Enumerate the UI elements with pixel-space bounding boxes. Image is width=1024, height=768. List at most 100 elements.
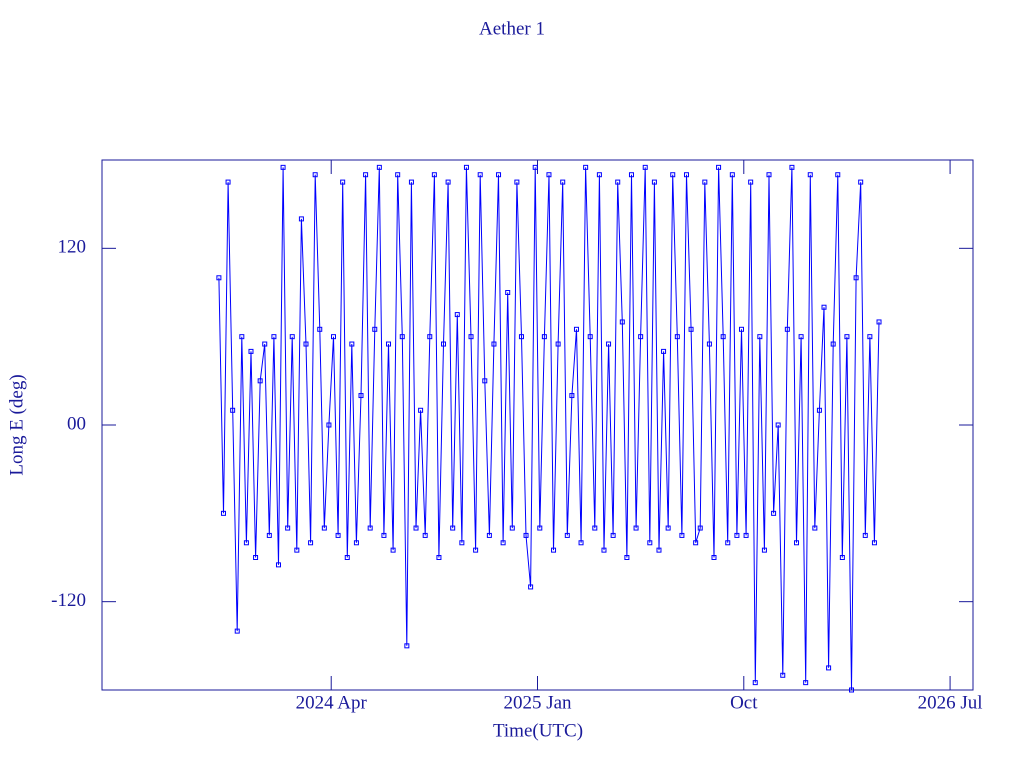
data-point (427, 334, 433, 340)
data-point (656, 547, 662, 553)
data-point (298, 216, 304, 222)
data-point (615, 179, 621, 185)
data-point (537, 525, 543, 531)
data-point (253, 555, 259, 560)
data-point (807, 172, 813, 178)
data-point (326, 422, 332, 428)
data-line (218, 167, 880, 691)
data-point (867, 334, 873, 340)
data-point (308, 540, 314, 546)
data-point (647, 540, 653, 546)
data-point (234, 628, 240, 634)
data-point (331, 334, 337, 340)
data-point (775, 422, 781, 428)
data-point (289, 334, 295, 340)
data-point (473, 547, 479, 553)
data-point (592, 525, 598, 531)
data-point (257, 378, 263, 384)
data-point (436, 555, 442, 560)
data-point (491, 341, 497, 347)
data-point (441, 341, 447, 347)
data-point (780, 672, 786, 678)
data-point (528, 584, 534, 590)
data-point (862, 532, 868, 538)
data-point (408, 179, 414, 185)
data-point (853, 275, 859, 281)
data-point (463, 164, 469, 170)
data-point (583, 164, 589, 170)
data-point (262, 341, 268, 347)
data-point (688, 326, 694, 332)
data-point (798, 334, 804, 340)
data-point (404, 643, 410, 649)
data-point (674, 334, 680, 340)
x-tick-label: 2026 Jul (918, 692, 983, 713)
data-point (844, 334, 850, 340)
data-point (835, 172, 841, 178)
data-point (280, 164, 286, 170)
data-point (826, 665, 832, 671)
data-point (358, 393, 364, 399)
data-point (628, 172, 634, 178)
data-point (555, 341, 561, 347)
data-point (477, 172, 483, 178)
data-point (386, 341, 392, 347)
data-point (720, 334, 726, 340)
data-point (803, 680, 809, 686)
x-axis-label: Time(UTC) (493, 720, 583, 741)
data-point (486, 532, 492, 538)
data-point (266, 532, 272, 538)
data-point (761, 547, 767, 553)
data-point (422, 532, 428, 538)
data-point (372, 326, 378, 332)
data-point (757, 334, 763, 340)
data-point (619, 319, 625, 325)
data-point (578, 540, 584, 546)
data-point (399, 334, 405, 340)
data-point (395, 172, 401, 178)
data-point (390, 547, 396, 553)
data-point (697, 525, 703, 531)
data-point (459, 540, 465, 546)
x-tick-label: 2025 Jan (503, 692, 572, 713)
data-point (509, 525, 515, 531)
data-point (587, 334, 593, 340)
data-point (871, 540, 877, 546)
data-point (541, 334, 547, 340)
data-point (683, 172, 689, 178)
data-point (734, 532, 740, 538)
data-point (518, 334, 524, 340)
data-point (601, 547, 607, 553)
data-point (679, 532, 685, 538)
data-point (532, 164, 538, 170)
data-point (661, 348, 667, 354)
data-point (239, 334, 245, 340)
data-point (665, 525, 671, 531)
y-axis-label: Long E (deg) (6, 374, 27, 475)
data-point (610, 532, 616, 538)
data-point (551, 547, 557, 553)
data-point (482, 378, 488, 384)
x-tick-label: 2024 Apr (296, 692, 368, 713)
data-point (738, 326, 744, 332)
data-point (294, 547, 300, 553)
data-point (381, 532, 387, 538)
data-point (303, 341, 309, 347)
data-point (573, 326, 579, 332)
data-point (725, 540, 731, 546)
data-point (624, 555, 630, 560)
data-point (729, 172, 735, 178)
data-point (812, 525, 818, 531)
y-tick-label: 120 (58, 237, 87, 258)
data-point (596, 172, 602, 178)
data-point (230, 407, 236, 413)
data-point (560, 179, 566, 185)
data-point (716, 164, 722, 170)
data-point (243, 540, 249, 546)
data-point (523, 532, 529, 538)
data-point (418, 407, 424, 413)
data-point (606, 341, 612, 347)
data-point (367, 525, 373, 531)
y-tick-label: 00 (67, 413, 86, 434)
